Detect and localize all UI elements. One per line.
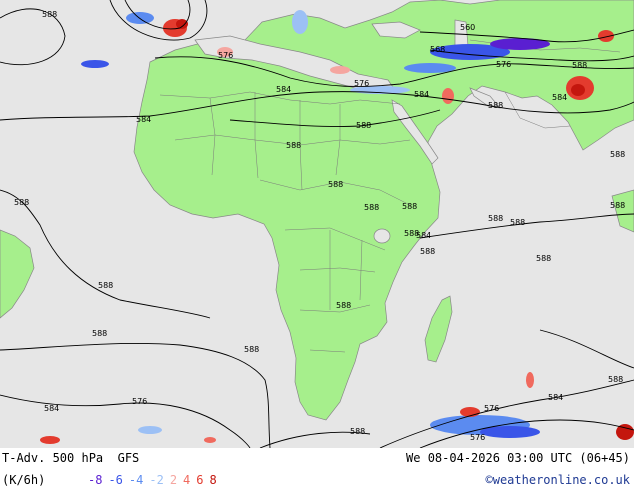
- legend-item: -6: [108, 473, 123, 487]
- contour-label: 576: [354, 79, 369, 88]
- contour-label: 588: [420, 247, 435, 256]
- contour-label: 588: [510, 218, 525, 227]
- contour-label: 588: [286, 141, 301, 150]
- warm-advection-patch: [217, 47, 233, 57]
- model-name: GFS: [117, 451, 140, 465]
- cold-advection-patch: [81, 60, 109, 68]
- contour-label: 588: [610, 150, 625, 159]
- madagascar: [424, 295, 453, 363]
- map-title: T-Adv. 500 hPa: [2, 451, 104, 465]
- warm-advection-patch: [176, 19, 188, 29]
- warm-advection-patch: [330, 66, 350, 74]
- country-borders: [159, 39, 621, 353]
- warm-advection-patch: [571, 84, 585, 96]
- warm-advection-patch: [526, 372, 534, 388]
- legend-item: 6: [196, 473, 204, 487]
- cold-advection-patch: [138, 426, 162, 434]
- warm-advection-patch: [598, 30, 614, 42]
- contour-label: 588: [42, 10, 57, 19]
- color-legend: -8 -6 -4 -2 2 4 6 8: [88, 473, 223, 487]
- warm-advection-patch: [204, 437, 216, 443]
- units-label: (K/6h): [2, 473, 46, 487]
- contour-label: 588: [336, 301, 351, 310]
- cold-advection-patch: [404, 63, 456, 73]
- cold-advection-patch: [480, 426, 540, 438]
- warm-advection-patch: [40, 436, 60, 444]
- black-sea: [371, 21, 421, 39]
- lake-victoria: [373, 228, 391, 244]
- contour-label: 588: [14, 198, 29, 207]
- africa-eurasia-landmass: [133, 0, 634, 421]
- contour-label: 584: [416, 231, 431, 240]
- contour-label: 588: [404, 229, 419, 238]
- indonesia-islands: [611, 189, 634, 233]
- contour-label: 576: [484, 404, 499, 413]
- warm-advection-patch: [616, 424, 634, 440]
- valid-time: We 08-04-2026 03:00 UTC (06+45): [406, 451, 630, 465]
- contour-label: 588: [244, 345, 259, 354]
- contour-label: 576: [218, 51, 233, 60]
- contour-label: 588: [328, 180, 343, 189]
- contour-label: 588: [402, 202, 417, 211]
- contour-label: 560: [460, 23, 475, 32]
- contour-label: 588: [364, 203, 379, 212]
- contour-label: 584: [548, 393, 563, 402]
- contour-label: 588: [350, 427, 365, 436]
- contour-label: 584: [552, 93, 567, 102]
- contour-label: 588: [610, 201, 625, 210]
- legend-item: 2: [169, 473, 178, 487]
- legend-item: -4: [128, 473, 144, 487]
- contour-label: 588: [98, 281, 113, 290]
- contour-label: 576: [470, 433, 485, 442]
- credit-link[interactable]: ©weatheronline.co.uk: [485, 473, 631, 487]
- contour-label: 588: [536, 254, 551, 263]
- contour-label: 568: [430, 45, 445, 54]
- contour-label: 588: [488, 214, 503, 223]
- contour-label: 588: [608, 375, 623, 384]
- contour-label: 588: [356, 121, 371, 130]
- legend-item: -8: [88, 473, 103, 487]
- contour-label: 588: [92, 329, 107, 338]
- contour-label: 584: [44, 404, 59, 413]
- contour-label: 584: [414, 90, 429, 99]
- contour-label: 588: [572, 61, 587, 70]
- contour-label: 584: [276, 85, 291, 94]
- cold-advection-patch: [490, 38, 550, 50]
- cold-advection-patch: [292, 10, 308, 34]
- map-footer: T-Adv. 500 hPa GFS We 08-04-2026 03:00 U…: [0, 448, 634, 490]
- legend-item: 4: [183, 473, 191, 487]
- contour-label: 588: [488, 101, 503, 110]
- warm-advection-patch: [442, 88, 454, 104]
- contour-label: 576: [132, 397, 147, 406]
- contour-label: 576: [496, 60, 511, 69]
- land-masses: [0, 0, 634, 421]
- isolines: [0, 0, 634, 448]
- legend-item: 8: [209, 473, 217, 487]
- contour-label: 584: [136, 115, 151, 124]
- south-america: [0, 229, 35, 319]
- title-row: T-Adv. 500 hPa GFS: [2, 451, 139, 465]
- legend-item: -2: [149, 473, 164, 487]
